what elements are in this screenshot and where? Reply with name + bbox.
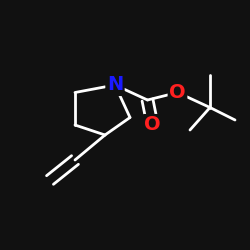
Text: O: O [144, 116, 161, 134]
Text: O: O [169, 83, 186, 102]
Text: N: N [107, 76, 123, 94]
